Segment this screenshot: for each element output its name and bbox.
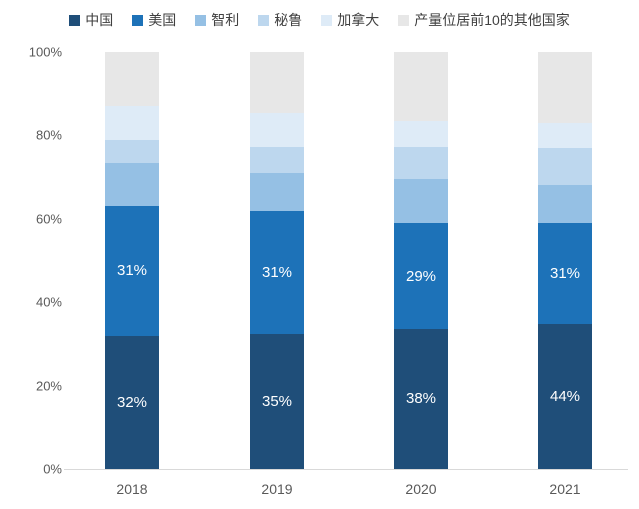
- bar-2019: 31% 35%: [250, 52, 304, 469]
- x-tick-2019: 2019: [261, 481, 293, 497]
- segment-中国-2020: 38%: [394, 328, 448, 469]
- legend-item-美国: 美国: [132, 10, 176, 30]
- chart-legend: 中国 美国 智利 秘鲁 加拿大 产量位居前10的其他国家: [0, 10, 639, 30]
- data-label: 31%: [549, 264, 581, 282]
- segment-产量位居前10的其他国家-2020: [394, 52, 448, 121]
- segment-美国-2019: 31%: [250, 210, 304, 334]
- legend-label: 产量位居前10的其他国家: [414, 12, 570, 28]
- data-label: 35%: [261, 392, 293, 410]
- y-tick-label: 0%: [43, 461, 62, 477]
- segment-产量位居前10的其他国家-2018: [105, 52, 159, 106]
- legend-swatch-icon: [398, 14, 410, 26]
- data-label: 31%: [261, 263, 293, 281]
- x-axis-line: [64, 469, 628, 470]
- legend-label: 秘鲁: [274, 12, 303, 28]
- segment-加拿大-2021: [538, 122, 592, 149]
- legend-label: 智利: [211, 12, 240, 28]
- y-tick-label: 100%: [28, 44, 62, 60]
- segment-秘鲁-2019: [250, 146, 304, 173]
- bar-2021: 31% 44%: [538, 52, 592, 469]
- bar-2018: 31% 32%: [105, 52, 159, 469]
- legend-swatch-icon: [321, 14, 333, 26]
- segment-秘鲁-2020: [394, 146, 448, 180]
- y-tick-label: 40%: [35, 294, 62, 310]
- x-tick-2018: 2018: [116, 481, 148, 497]
- bar-2020: 29% 38%: [394, 52, 448, 469]
- segment-产量位居前10的其他国家-2021: [538, 52, 592, 123]
- y-axis: 0% 20% 40% 60% 80% 100%: [0, 45, 62, 477]
- data-label: 32%: [116, 393, 148, 411]
- segment-中国-2021: 44%: [538, 323, 592, 469]
- data-label: 38%: [405, 390, 437, 408]
- legend-swatch-icon: [132, 14, 144, 26]
- legend-swatch-icon: [195, 14, 207, 26]
- y-tick-label: 80%: [35, 127, 62, 143]
- legend-swatch-icon: [69, 14, 81, 26]
- segment-智利-2021: [538, 185, 592, 223]
- segment-中国-2018: 32%: [105, 335, 159, 469]
- x-tick-2020: 2020: [405, 481, 437, 497]
- y-tick-label: 60%: [35, 211, 62, 227]
- data-label: 44%: [549, 387, 581, 405]
- segment-智利-2018: [105, 162, 159, 206]
- legend-label: 中国: [85, 12, 114, 28]
- segment-秘鲁-2018: [105, 140, 159, 163]
- segment-加拿大-2018: [105, 105, 159, 141]
- x-tick-2021: 2021: [549, 481, 581, 497]
- segment-秘鲁-2021: [538, 148, 592, 186]
- y-tick-label: 20%: [35, 378, 62, 394]
- data-label: 29%: [405, 267, 437, 285]
- legend-item-产量位居前10的其他国家: 产量位居前10的其他国家: [398, 10, 570, 30]
- segment-智利-2019: [250, 172, 304, 211]
- segment-美国-2021: 31%: [538, 222, 592, 324]
- segment-加拿大-2020: [394, 120, 448, 147]
- legend-item-智利: 智利: [195, 10, 239, 30]
- legend-label: 美国: [148, 12, 177, 28]
- legend-item-中国: 中国: [69, 10, 113, 30]
- segment-中国-2019: 35%: [250, 333, 304, 469]
- legend-label: 加拿大: [337, 12, 380, 28]
- legend-item-加拿大: 加拿大: [321, 10, 379, 30]
- segment-加拿大-2019: [250, 112, 304, 147]
- segment-产量位居前10的其他国家-2019: [250, 52, 304, 113]
- plot-area: 31% 32% 31% 35% 29% 38% 31% 44%: [70, 52, 625, 469]
- segment-智利-2020: [394, 179, 448, 224]
- legend-swatch-icon: [258, 14, 270, 26]
- data-label: 31%: [116, 262, 148, 280]
- segment-美国-2020: 29%: [394, 223, 448, 329]
- legend-item-秘鲁: 秘鲁: [258, 10, 302, 30]
- segment-美国-2018: 31%: [105, 205, 159, 336]
